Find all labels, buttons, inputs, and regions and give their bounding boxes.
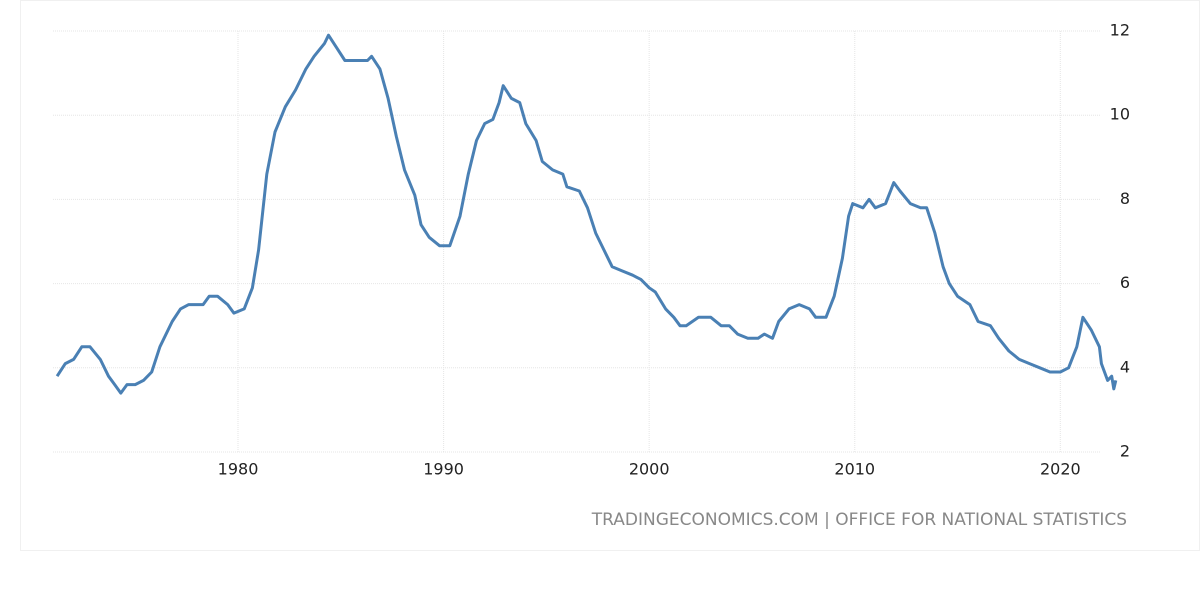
y-tick-label: 6: [1120, 273, 1130, 292]
chart-frame: [20, 0, 1200, 551]
x-tick-label: 1980: [218, 460, 259, 479]
line-series: [55, 33, 1118, 395]
y-tick-label: 2: [1120, 442, 1130, 461]
x-tick-label: 2000: [629, 460, 670, 479]
x-tick-label: 2020: [1040, 460, 1081, 479]
y-tick-label: 4: [1120, 357, 1130, 376]
y-tick-label: 8: [1120, 189, 1130, 208]
x-tick-label: 2010: [834, 460, 875, 479]
y-tick-label: 12: [1110, 21, 1130, 40]
x-tick-label: 1990: [423, 460, 464, 479]
source-note: TRADINGECONOMICS.COM | OFFICE FOR NATION…: [591, 510, 1127, 530]
y-tick-label: 10: [1110, 105, 1130, 124]
